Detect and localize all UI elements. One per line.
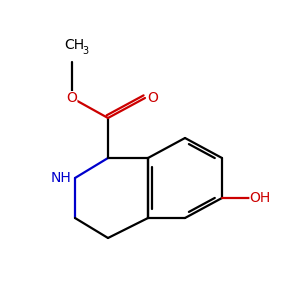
Text: NH: NH <box>50 171 71 185</box>
Text: O: O <box>148 91 158 105</box>
Text: OH: OH <box>249 191 271 205</box>
Text: O: O <box>67 91 77 105</box>
Text: CH: CH <box>64 38 84 52</box>
Text: 3: 3 <box>82 46 88 56</box>
